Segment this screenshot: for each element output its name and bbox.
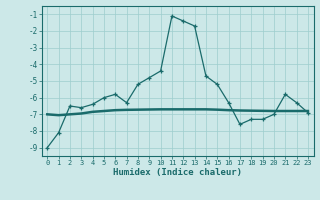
X-axis label: Humidex (Indice chaleur): Humidex (Indice chaleur) xyxy=(113,168,242,177)
